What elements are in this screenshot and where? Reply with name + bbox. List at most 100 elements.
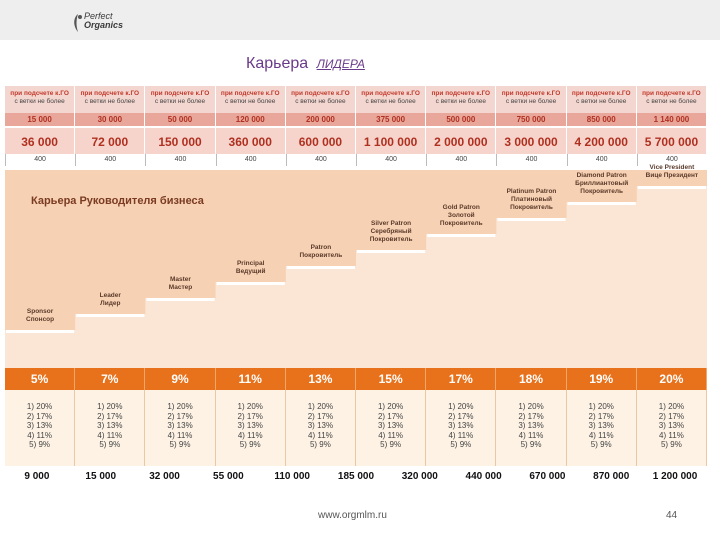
condition-line2: с ветки не более [646,98,697,105]
bottom-value: 1 200 000 [652,471,698,482]
rank-ru: Мастер [168,284,193,291]
generation-bonus-cell: 1) 20% 2) 17% 3) 13% 4) 11% 5) 9% [567,390,637,466]
rank-ru: Ведущий [235,268,266,275]
bottom-value: 55 000 [213,471,244,482]
bonus-line: 5) 9% [309,440,331,449]
condition-cell: при подсчете к.ГО с ветки не более [356,86,427,113]
limit-row: 15 000 30 000 50 000 120 000 200 000 375 000 5… [5,113,708,126]
top-band [0,0,720,40]
volume-cell: 5 700 000 [636,126,708,154]
bonus-line: 1) 20% [237,402,263,411]
rank-en: Principal [236,260,265,267]
condition-line1: при подсчете к.ГО [642,90,701,97]
rank-label: Silver Patron Серебряный Покровитель [356,220,426,244]
volume-cell: 2 000 000 [426,126,497,154]
generation-bonus-cell: 1) 20% 2) 17% 3) 13% 4) 11% 5) 9% [5,390,76,466]
bonus-line: 5) 9% [169,440,191,449]
bonus-line: 2) 17% [237,411,263,421]
bonus-line: 1) 20% [26,402,53,411]
logo-line2: Organics [84,20,124,30]
rank-en: Gold Patron [442,204,480,211]
rank-en: Vice President [649,164,695,171]
condition-line1: при подсчете к.ГО [501,90,561,97]
page-number: 44 [666,510,678,521]
bonus-line: 3) 13% [377,421,404,430]
condition-line1: при подсчете к.ГО [150,90,210,97]
bonus-line: 3) 13% [658,421,685,430]
volume-cell: 3 000 000 [496,126,567,154]
min-points-cell: 400 [496,154,567,166]
generation-bonus-cell: 1) 20% 2) 17% 3) 13% 4) 11% 5) 9% [145,390,216,466]
bonus-line: 4) 11% [588,430,614,440]
condition-cell: при подсчете к.ГО с ветки не более [566,86,637,113]
bonus-line: 1) 20% [448,402,474,411]
title-sub: ЛИДЕРА [316,57,365,71]
percentage-cell: 13% [286,368,357,390]
limit-cell: 120 000 [215,113,286,126]
bonus-line: 1) 20% [588,402,614,411]
bonus-line: 4) 11% [378,430,403,440]
condition-line1: при подсчете к.ГО [571,90,631,97]
condition-cell: при подсчете к.ГО с ветки не более [145,86,216,113]
bottom-value: 870 000 [593,471,630,482]
bonus-line: 3) 13% [448,421,474,430]
generation-bonus-cell: 1) 20% 2) 17% 3) 13% 4) 11% 5) 9% [356,390,427,466]
rank-ru: Золотой Покровитель [439,212,483,227]
limit-cell: 500 000 [426,113,497,126]
condition-line1: при подсчете к.ГО [10,90,69,97]
limit-cell: 1 140 000 [636,113,708,126]
bonus-line: 2) 17% [97,411,123,421]
limit-cell: 30 000 [75,113,146,126]
bonus-line: 2) 17% [658,411,685,421]
rank-label: Sponsor Спонсор [5,308,75,324]
min-points-cell: 400 [215,154,286,166]
bonus-line: 5) 9% [590,440,612,449]
generation-bonus-cell: 1) 20% 2) 17% 3) 13% 4) 11% 5) 9% [426,390,497,466]
rank-label: Leader Лидер [75,292,145,308]
bottom-value: 670 000 [529,471,566,482]
generation-bonus-row: 1) 20% 2) 17% 3) 13% 4) 11% 5) 9% 1) 20% 2) 17… [5,390,708,466]
bonus-line: 2) 17% [377,411,404,421]
bottom-value: 9 000 [24,471,50,482]
logo-line1: Perfect [84,11,113,21]
percentage-cell: 11% [216,368,286,390]
bonus-line: 4) 11% [97,430,123,440]
bonus-line: 1) 20% [167,402,193,411]
condition-cell: при подсчете к.ГО с ветки не более [5,86,76,113]
rank-label: Principal Ведущий [216,260,286,276]
bonus-line: 1) 20% [518,402,544,411]
rank-ru: Вице Президент [645,172,699,179]
stair-step-edge [6,330,75,333]
logo-mark-icon [74,14,82,32]
bonus-line: 4) 11% [27,430,52,440]
bonus-line: 2) 17% [588,411,614,421]
volume-row: 36 000 72 000 150 000 360 000 600 000 1 100 0… [5,126,708,154]
condition-line1: при подсчете к.ГО [361,90,420,97]
bonus-line: 5) 9% [239,440,261,449]
condition-line1: при подсчете к.ГО [431,90,491,97]
volume-cell: 1 100 000 [356,126,427,154]
bonus-line: 5) 9% [450,440,472,449]
limit-cell: 15 000 [5,113,76,126]
bottom-value: 185 000 [337,471,375,482]
condition-line1: при подсчете к.ГО [220,90,280,97]
bonus-line: 4) 11% [237,430,263,440]
stair-step-edge [497,218,566,221]
bottom-value: 440 000 [465,471,502,482]
bonus-line: 2) 17% [518,411,544,421]
condition-line2: с ветки не более [14,98,65,105]
stair-step-edge [146,298,215,301]
bottom-value: 15 000 [85,471,117,482]
bottom-values-row: 9 000 15 000 32 000 55 000 110 000 185 000 320… [5,466,707,488]
generation-bonus-cell: 1) 20% 2) 17% 3) 13% 4) 11% 5) 9% [75,390,146,466]
volume-cell: 360 000 [215,126,286,154]
limit-cell: 750 000 [496,113,567,126]
bonus-line: 3) 13% [26,421,53,430]
min-points-cell: 400 [636,154,708,166]
logo: Perfect Organics [72,12,132,36]
bonus-line: 4) 11% [308,430,333,440]
rank-ru: Лидер [100,300,121,307]
bottom-value: 320 000 [401,471,438,482]
condition-line1: при подсчете к.ГО [80,90,140,97]
limit-cell: 850 000 [566,113,637,126]
